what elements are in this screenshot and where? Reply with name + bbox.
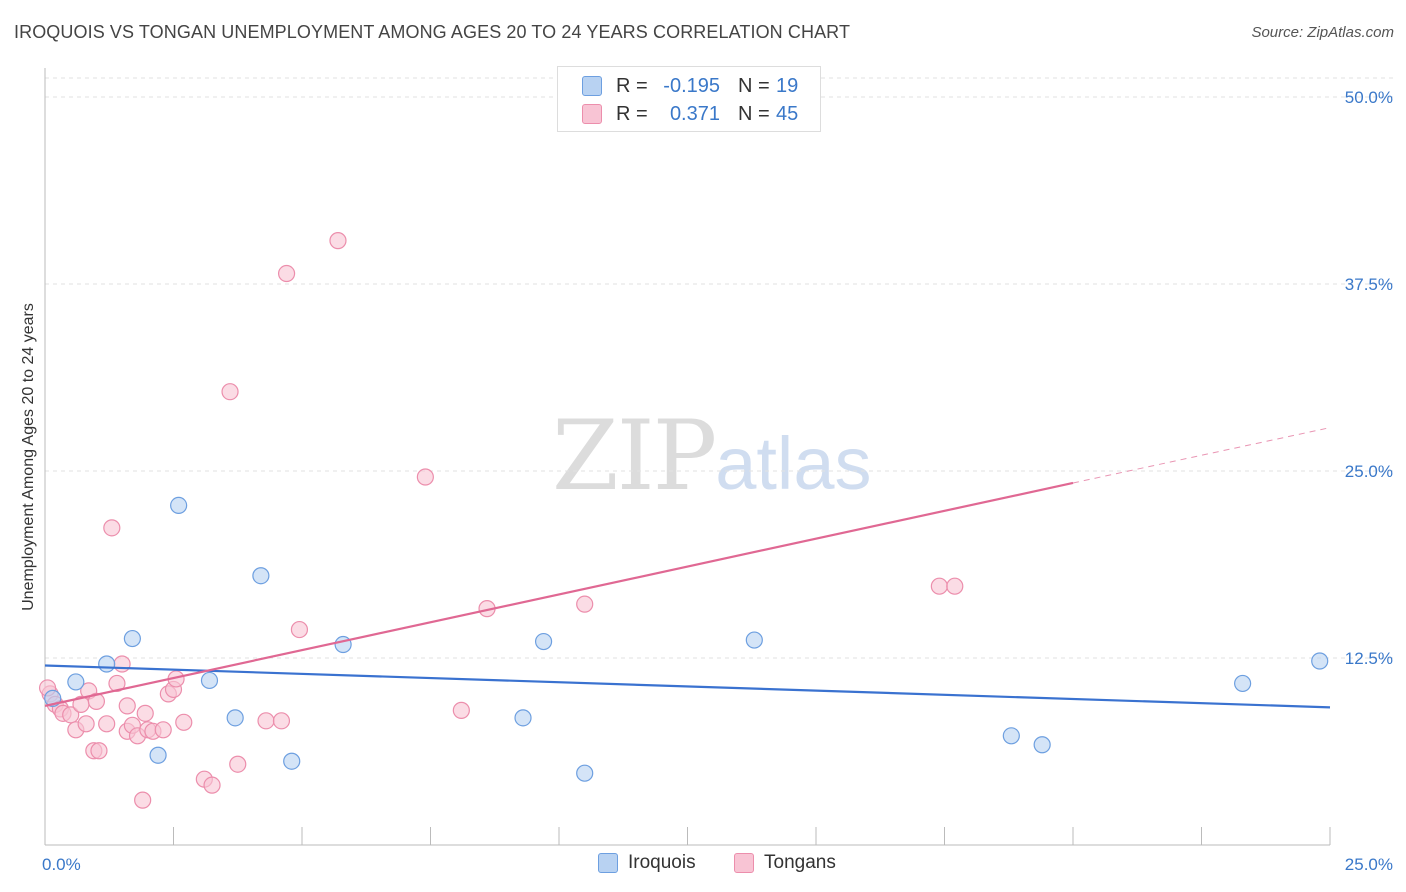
iroquois-point <box>98 655 116 673</box>
stats-legend: R = -0.195 N = 19 R = 0.371 N = 45 <box>557 66 821 132</box>
tongans-point <box>946 577 964 595</box>
iroquois-point <box>67 673 85 691</box>
tongans-point <box>87 692 106 710</box>
tongans-point <box>257 712 275 730</box>
n-value: 45 <box>776 102 799 125</box>
iroquois-point <box>534 632 553 651</box>
legend-label-tongans: Tongans <box>764 852 836 873</box>
tongans-point <box>930 577 948 595</box>
iroquois-point <box>252 567 270 585</box>
watermark-atlas: atlas <box>715 422 872 505</box>
tongans-point <box>221 383 239 401</box>
r-label: R = <box>616 74 648 97</box>
tongans-point <box>229 755 247 773</box>
y-tick-label: 50.0% <box>1345 88 1393 107</box>
n-label: N = <box>738 74 770 97</box>
iroquois-point <box>170 496 188 515</box>
iroquois-point <box>123 629 141 648</box>
tongans-point <box>272 712 291 730</box>
tongans-trendline-extension <box>1072 427 1331 484</box>
tongans-point <box>416 468 434 486</box>
tongans-point <box>576 595 594 613</box>
tongans-point <box>118 697 136 715</box>
iroquois-point <box>1033 736 1051 754</box>
tongans-swatch <box>734 853 754 873</box>
tongans-point <box>452 701 470 719</box>
tongans-trendline <box>44 481 1074 707</box>
series-legend: Iroquois Tongans <box>0 852 1406 878</box>
tongans-point <box>290 620 309 639</box>
tongans-point <box>108 674 126 693</box>
tongans-point <box>98 715 116 733</box>
tongans-point <box>103 519 121 537</box>
x-tick-label: 0.0% <box>42 855 81 874</box>
iroquois-trendline <box>44 664 1331 709</box>
y-tick-label: 37.5% <box>1345 275 1393 294</box>
iroquois-point <box>1002 727 1020 745</box>
y-tick-label: 12.5% <box>1345 649 1393 668</box>
source-credit: Source: ZipAtlas.com <box>1251 24 1394 41</box>
r-value: 0.371 <box>669 102 720 125</box>
tongans-point <box>329 232 347 250</box>
tongans-point <box>203 776 221 794</box>
iroquois-point <box>745 631 763 649</box>
n-value: 19 <box>776 74 799 97</box>
iroquois-point <box>1234 674 1252 693</box>
tongans-point <box>154 721 172 739</box>
tongans-point <box>62 706 80 724</box>
n-label: N = <box>738 102 770 125</box>
iroquois-point <box>149 746 167 764</box>
stats-row-iroquois: R = -0.195 N = 19 <box>582 71 798 101</box>
legend-item-tongans: Tongans <box>734 852 836 874</box>
iroquois-point <box>226 709 244 727</box>
chart-title: IROQUOIS VS TONGAN UNEMPLOYMENT AMONG AG… <box>14 22 851 42</box>
iroquois-point <box>283 752 301 770</box>
tongans-point <box>277 264 296 283</box>
r-value: -0.195 <box>663 74 720 97</box>
tongans-point <box>136 704 154 722</box>
tongans-point <box>77 715 95 733</box>
watermark-zip: ZIP <box>552 400 717 512</box>
iroquois-swatch <box>598 853 618 873</box>
iroquois-point <box>1311 652 1329 670</box>
legend-label-iroquois: Iroquois <box>628 852 696 873</box>
tongans-point <box>113 655 131 673</box>
tongans-swatch <box>582 104 602 124</box>
r-label: R = <box>616 102 648 125</box>
iroquois-point <box>576 764 594 782</box>
y-axis-label: Unemployment Among Ages 20 to 24 years <box>20 303 37 611</box>
y-tick-label: 25.0% <box>1345 462 1393 481</box>
iroquois-point <box>514 709 532 727</box>
tongans-point <box>90 742 108 760</box>
x-tick-label: 25.0% <box>1345 855 1393 874</box>
legend-item-iroquois: Iroquois <box>598 852 696 874</box>
watermark: ZIPatlas <box>552 400 872 512</box>
iroquois-point <box>200 671 219 690</box>
iroquois-swatch <box>582 76 602 96</box>
stats-row-tongans: R = 0.371 N = 45 <box>582 99 798 129</box>
tongans-point <box>134 791 152 809</box>
tongans-point <box>175 713 193 731</box>
